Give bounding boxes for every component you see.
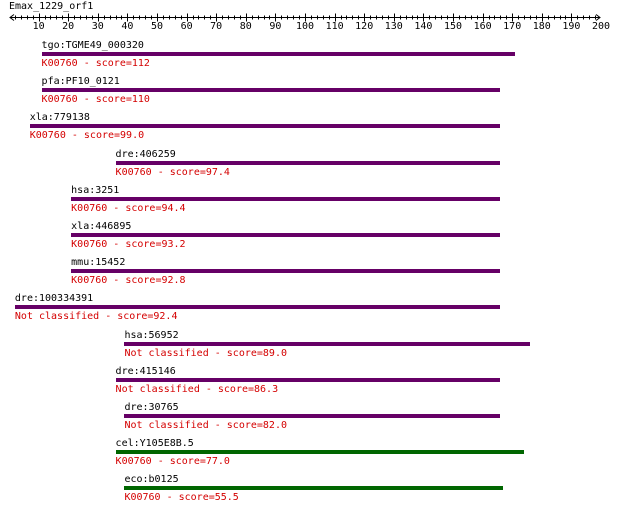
ruler-tick-label: 100 bbox=[295, 21, 315, 32]
hit-name[interactable]: hsa:3251 bbox=[71, 184, 120, 196]
ruler-tick-label: 70 bbox=[210, 21, 223, 32]
hit-score-label[interactable]: K00760 - score=110 bbox=[41, 94, 150, 106]
hit-name[interactable]: pfa:PF10_0121 bbox=[41, 76, 120, 88]
hit-bar[interactable] bbox=[71, 196, 501, 201]
hit-name[interactable]: dre:415146 bbox=[115, 365, 176, 377]
ruler-tick-label: 180 bbox=[532, 21, 551, 32]
hit-score-label[interactable]: Not classified - score=89.0 bbox=[124, 347, 287, 359]
hit-bar[interactable] bbox=[124, 341, 530, 346]
hit-bar[interactable] bbox=[115, 450, 525, 455]
ruler-tick-label: 60 bbox=[180, 21, 193, 32]
ruler-tick-label: 170 bbox=[503, 21, 522, 32]
position-ruler bbox=[9, 13, 601, 22]
hit-score-label[interactable]: K00760 - score=55.5 bbox=[124, 492, 239, 504]
hit-bar[interactable] bbox=[29, 124, 501, 129]
hit-name[interactable]: xla:446895 bbox=[71, 221, 132, 232]
hit-name[interactable]: xla:779138 bbox=[29, 112, 90, 124]
ruler-tick-label: 30 bbox=[91, 21, 104, 32]
hit-bar[interactable] bbox=[71, 233, 501, 237]
hit-bar[interactable] bbox=[124, 486, 504, 491]
hit-score-label[interactable]: K00760 - score=112 bbox=[41, 58, 150, 69]
ruler-tick-label: 200 bbox=[591, 21, 611, 32]
hit-name[interactable]: dre:406259 bbox=[115, 148, 176, 160]
hit-bar[interactable] bbox=[115, 377, 501, 382]
hit-name[interactable]: dre:100334391 bbox=[14, 293, 94, 305]
ruler-tick-label: 150 bbox=[443, 21, 463, 32]
query-title: Emax_1229_orf1 bbox=[9, 1, 94, 12]
hit-score-label[interactable]: Not classified - score=92.4 bbox=[14, 311, 178, 323]
hit-score-label[interactable]: K00760 - score=94.4 bbox=[71, 202, 186, 214]
hit-name[interactable]: cel:Y105E8B.5 bbox=[115, 438, 194, 450]
ruler-left-arrow bbox=[9, 14, 15, 21]
hit-name[interactable]: dre:30765 bbox=[124, 402, 179, 413]
ruler-tick-label: 20 bbox=[62, 21, 75, 32]
hit-score-label[interactable]: K00760 - score=92.8 bbox=[71, 275, 186, 287]
ruler-tick-label: 50 bbox=[150, 21, 164, 32]
ruler-tick-label: 120 bbox=[355, 21, 374, 32]
ruler-right-arrow bbox=[595, 14, 601, 21]
hit-score-label[interactable]: K00760 - score=77.0 bbox=[115, 456, 230, 468]
hit-score-label[interactable]: K00760 - score=97.4 bbox=[115, 166, 230, 178]
hit-bar[interactable] bbox=[14, 305, 501, 310]
hit-bar[interactable] bbox=[41, 52, 516, 56]
hit-name[interactable]: hsa:56952 bbox=[124, 329, 179, 341]
hit-bar[interactable] bbox=[124, 414, 501, 418]
ruler-tick-label: 110 bbox=[325, 21, 344, 32]
ruler-tick-label: 80 bbox=[239, 21, 252, 32]
hit-name[interactable]: eco:b0125 bbox=[124, 474, 179, 486]
hit-name[interactable]: tgo:TGME49_000320 bbox=[41, 40, 144, 51]
hit-score-label[interactable]: K00760 - score=99.0 bbox=[29, 130, 145, 142]
hit-bar[interactable] bbox=[71, 269, 501, 274]
ruler-tick-label: 140 bbox=[414, 21, 433, 32]
ruler-tick-label: 90 bbox=[269, 21, 282, 32]
hit-score-label[interactable]: K00760 - score=93.2 bbox=[71, 239, 186, 250]
ruler-tick-label: 160 bbox=[473, 21, 492, 32]
hit-name[interactable]: mmu:15452 bbox=[71, 257, 126, 269]
hit-bar[interactable] bbox=[41, 88, 501, 93]
hit-bar[interactable] bbox=[115, 160, 501, 165]
ruler-tick-label: 190 bbox=[562, 21, 581, 32]
ruler-tick-label: 130 bbox=[384, 21, 403, 32]
hit-score-label[interactable]: Not classified - score=86.3 bbox=[115, 383, 279, 395]
ruler-tick-label: 10 bbox=[32, 21, 45, 32]
hit-score-label[interactable]: Not classified - score=82.0 bbox=[124, 420, 287, 431]
ruler-tick-label: 40 bbox=[121, 21, 134, 32]
